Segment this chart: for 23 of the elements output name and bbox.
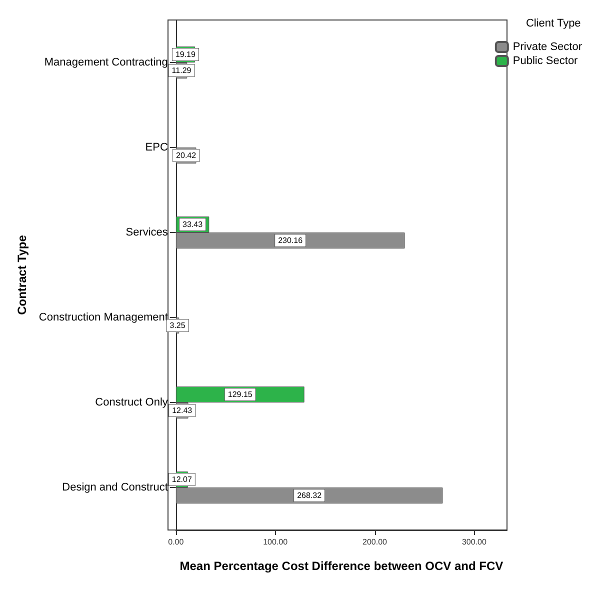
data-label: 268.32 <box>297 491 322 500</box>
legend-title: Client Type <box>526 18 581 30</box>
x-tick-label: 100.00 <box>263 538 288 546</box>
data-label: 12.43 <box>172 406 193 415</box>
data-label: 129.15 <box>228 390 253 399</box>
legend-label: Public Sector <box>512 55 578 67</box>
data-label: 33.43 <box>182 220 204 229</box>
x-tick-label: 300.00 <box>462 538 487 546</box>
data-label: 12.07 <box>172 475 192 484</box>
y-tick-label: EPC <box>145 142 168 154</box>
data-label: 20.42 <box>176 151 197 160</box>
legend-label: Private Sector <box>512 41 582 53</box>
x-axis-title: Mean Percentage Cost Difference between OCV and FCV <box>180 559 504 573</box>
x-tick-label: 0.00 <box>168 538 184 546</box>
data-label: 11.29 <box>172 66 192 75</box>
data-label: 230.16 <box>278 236 304 245</box>
data-label: 19.19 <box>175 50 196 59</box>
y-axis-title: Contract Type <box>15 234 29 315</box>
x-tick-label: 200.00 <box>362 538 388 546</box>
data-label: 3.25 <box>170 321 186 330</box>
y-tick-label: Services <box>126 226 168 238</box>
y-tick-label: Construction Management <box>38 312 168 324</box>
y-tick-label: Management Contracting <box>44 56 168 68</box>
